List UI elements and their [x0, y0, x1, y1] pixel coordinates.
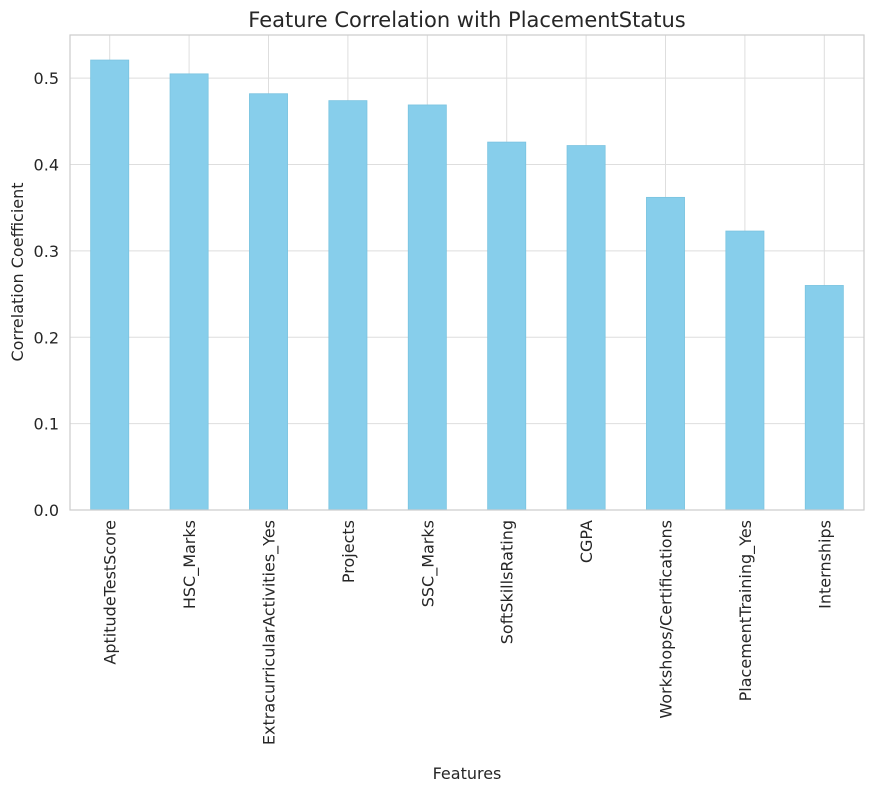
bar — [407, 104, 447, 511]
bar-layer — [90, 59, 844, 511]
chart-title: Feature Correlation with PlacementStatus — [248, 8, 685, 32]
x-tick-label: Projects — [339, 520, 358, 583]
y-axis-label: Correlation Coefficient — [8, 182, 27, 361]
x-tick-label: ExtracurricularActivities_Yes — [260, 520, 280, 745]
x-tick-label: Workshops/Certifications — [657, 520, 676, 719]
bar — [566, 145, 606, 511]
bar — [90, 59, 130, 511]
y-tick-labels: 0.0 0.1 0.2 0.3 0.4 0.5 — [34, 69, 59, 520]
x-tick-label: SSC_Marks — [418, 520, 438, 607]
y-tick-label: 0.0 — [34, 501, 59, 520]
x-tick-label: AptitudeTestScore — [101, 520, 120, 665]
x-tick-label: PlacementTraining_Yes — [736, 520, 756, 701]
y-tick-label: 0.2 — [34, 328, 59, 347]
y-tick-label: 0.1 — [34, 415, 59, 434]
bar — [804, 285, 844, 511]
x-axis-label: Features — [433, 764, 502, 783]
x-tick-label: Internships — [815, 520, 834, 609]
y-tick-label: 0.3 — [34, 242, 59, 261]
bar — [169, 73, 209, 511]
bar — [725, 230, 765, 511]
x-tick-labels: AptitudeTestScore HSC_Marks Extracurricula… — [101, 520, 835, 745]
bar — [646, 196, 685, 511]
bar — [328, 100, 368, 511]
y-tick-label: 0.4 — [34, 156, 59, 175]
x-tick-label: SoftSkillsRating — [498, 520, 517, 644]
y-tick-label: 0.5 — [34, 69, 59, 88]
plot-frame — [69, 34, 865, 511]
bar — [249, 93, 288, 511]
x-tick-label: HSC_Marks — [180, 520, 200, 609]
x-tick-label: CGPA — [577, 520, 596, 563]
bar — [487, 141, 527, 511]
